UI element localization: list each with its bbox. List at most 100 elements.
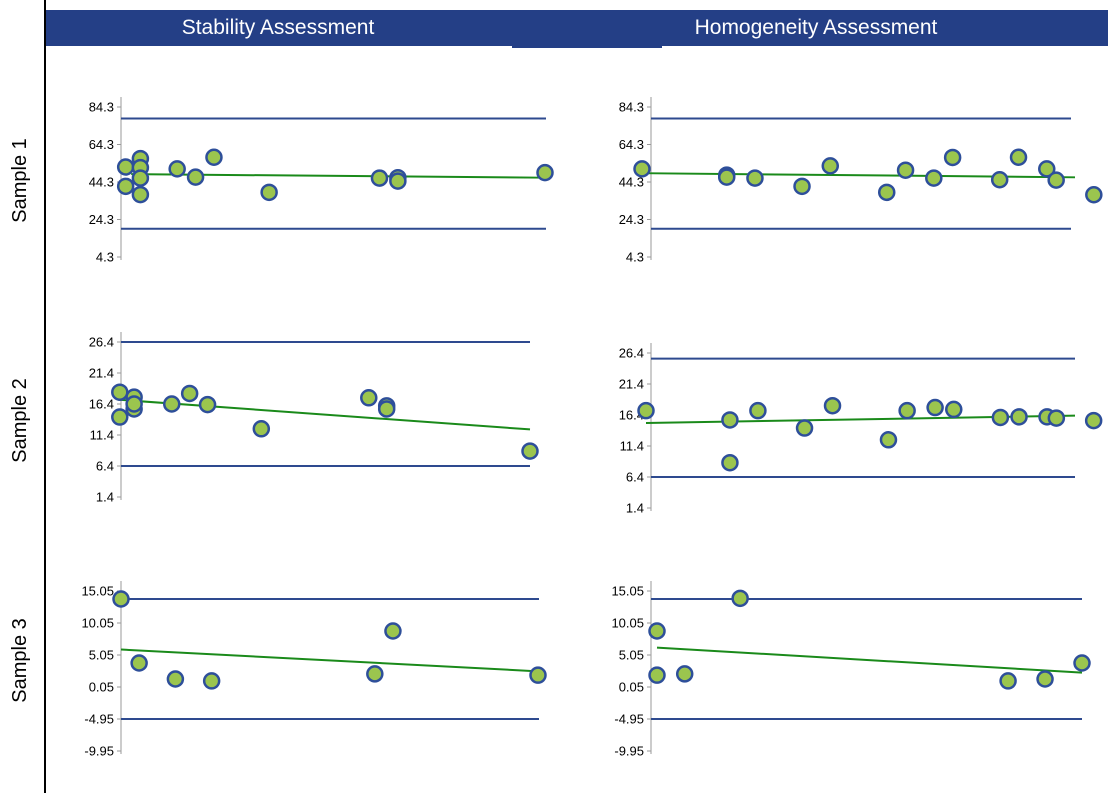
data-point [926,398,944,417]
data-point [795,419,814,437]
data-point [648,622,666,640]
data-point [116,158,135,176]
data-point [111,383,129,401]
y-tick-label: 10.05 [81,616,114,631]
data-point [111,408,129,426]
trend-line [641,172,1076,179]
data-point [186,168,205,186]
y-tick-label: 16.4 [89,397,114,412]
data-point [180,384,199,403]
y-tick-label: 44.3 [619,175,644,190]
y-tick-label: 44.3 [89,175,114,190]
data-point [1010,408,1028,426]
y-tick-label: -4.95 [614,712,644,727]
y-tick-label: 64.3 [89,137,114,152]
data-point [529,666,547,684]
y-tick-label: 6.4 [96,459,114,474]
y-tick-label: 64.3 [619,137,644,152]
homogeneity-header: Homogeneity Assessment [694,16,938,39]
header-underline [512,46,662,48]
y-tick-label: 4.3 [96,250,114,265]
data-point [521,442,539,460]
trend-line [117,398,531,431]
y-tick-label: 5.05 [89,648,114,663]
data-point [896,161,915,179]
data-point [377,400,396,418]
data-point [384,622,402,640]
y-tick-label: 84.3 [89,100,114,115]
data-point [749,401,767,420]
data-point [162,395,181,413]
data-point [360,389,378,407]
data-point [746,169,764,187]
data-point [1009,148,1028,166]
data-point [536,163,554,182]
data-point [116,177,135,196]
y-tick-label: 24.3 [89,212,114,227]
data-point [793,177,811,196]
data-point [370,169,389,187]
data-point [125,395,143,413]
data-point [721,453,739,472]
y-tick-label: 1.4 [626,501,644,516]
stability-header: Stability Assessment [181,16,375,39]
data-point [1047,171,1065,189]
data-point [366,665,384,683]
data-point [731,589,749,608]
data-point [202,672,221,690]
left-border-rule [44,0,46,793]
data-point [991,408,1010,427]
y-tick-label: 10.05 [611,616,644,631]
data-point [990,171,1009,189]
data-point [198,395,217,414]
y-tick-label: 4.3 [626,250,644,265]
data-point [675,665,694,683]
y-tick-label: 6.4 [626,470,644,485]
data-point [130,654,148,672]
y-tick-label: 0.05 [619,680,644,695]
data-point [260,183,278,202]
y-tick-label: 1.4 [96,490,114,505]
y-tick-label: 0.05 [89,680,114,695]
data-point [252,420,271,438]
data-point [1036,670,1054,688]
data-point [879,431,898,449]
data-point [1085,186,1103,204]
header-bar [46,10,1108,46]
data-point [999,672,1017,690]
data-point [168,160,186,178]
y-tick-label: 11.4 [90,428,114,443]
y-tick-label: 11.4 [620,439,644,454]
y-tick-label: 26.4 [619,346,644,361]
data-point [1084,411,1103,430]
y-tick-label: -9.95 [614,744,644,759]
y-tick-label: 15.05 [81,584,114,599]
data-point [166,670,185,688]
data-point [925,169,943,187]
y-tick-label: 21.4 [89,366,114,381]
y-tick-label: 15.05 [611,584,644,599]
data-point [389,172,407,190]
data-point [112,590,130,608]
y-tick-label: 5.05 [619,648,644,663]
y-tick-label: 24.3 [619,212,644,227]
data-point [943,148,962,167]
data-point [131,169,150,187]
data-point [898,401,916,420]
y-tick-label: 21.4 [619,377,644,392]
y-tick-label: -4.95 [84,712,114,727]
data-point [1038,160,1056,178]
data-point [205,148,223,166]
y-tick-label: -9.95 [84,744,114,759]
y-tick-label: 84.3 [619,100,644,115]
data-point [717,168,736,186]
data-point [1073,654,1091,672]
trend-line [120,648,539,673]
data-point [1047,409,1066,427]
data-point [648,666,666,684]
data-point [633,160,651,178]
data-point [131,185,150,204]
data-point [637,401,655,420]
data-point [945,400,963,419]
